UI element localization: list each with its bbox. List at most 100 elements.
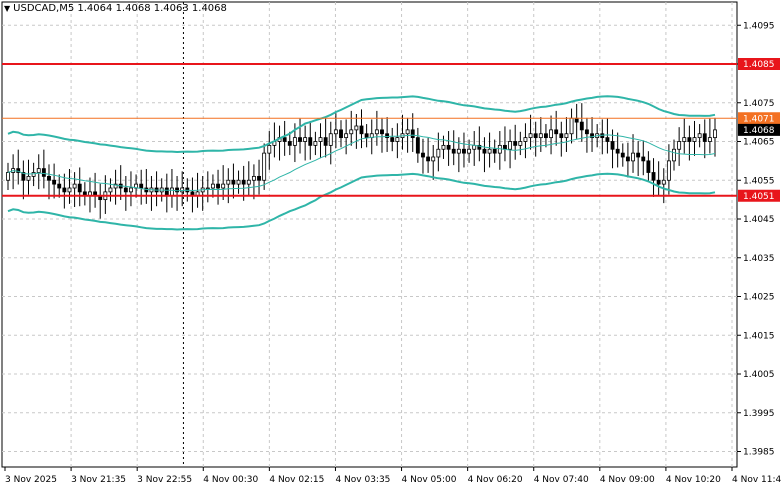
candle-body — [646, 160, 651, 173]
x-tick-label: 3 Nov 2025 — [5, 475, 57, 485]
price-tag-label: 1.4071 — [743, 114, 775, 124]
candle-body — [344, 133, 349, 139]
candle-body — [672, 148, 676, 162]
candle-body — [72, 183, 77, 189]
candle-body — [251, 175, 256, 181]
candle-body — [467, 148, 472, 154]
candle-body — [323, 137, 328, 146]
candle-body — [328, 133, 333, 146]
candle-body — [26, 175, 31, 181]
candle-body — [287, 141, 292, 146]
candle-body — [205, 187, 210, 190]
y-tick-label: 1.4095 — [743, 21, 775, 31]
candle-body — [687, 137, 692, 142]
candle-body — [426, 156, 431, 162]
candle-body — [666, 160, 671, 181]
candle-body — [226, 179, 231, 185]
candle-body — [451, 148, 456, 154]
x-tick-label: 4 Nov 03:35 — [335, 475, 390, 485]
candle-body — [554, 129, 559, 135]
candle-body — [533, 133, 538, 139]
x-tick-label: 3 Nov 22:55 — [137, 475, 192, 485]
candle-body — [359, 125, 364, 135]
candle-body — [67, 187, 72, 193]
x-tick-label: 4 Nov 09:00 — [600, 475, 655, 485]
candle-body — [395, 137, 400, 142]
candle-body — [129, 187, 133, 193]
candle-body — [282, 137, 287, 142]
x-tick-label: 4 Nov 07:40 — [534, 475, 589, 485]
price-tag — [738, 112, 780, 125]
candle-body — [559, 133, 564, 139]
candle-body — [677, 141, 682, 150]
x-tick-label: 4 Nov 05:00 — [402, 475, 457, 485]
candle-body — [431, 156, 436, 162]
candle-body — [175, 187, 180, 193]
candle-body — [472, 144, 477, 150]
candle-body — [651, 172, 656, 181]
candle-body — [682, 137, 687, 142]
x-tick-label: 4 Nov 10:20 — [666, 475, 721, 485]
candle-body — [62, 187, 67, 193]
candle-body — [380, 129, 384, 135]
candle-body — [308, 137, 313, 146]
x-tick-label: 3 Nov 21:35 — [71, 475, 126, 485]
candle-body — [303, 137, 308, 142]
candle-body — [518, 141, 523, 146]
candle-body — [385, 133, 390, 139]
candle-body — [221, 183, 226, 189]
price-tag — [738, 123, 780, 136]
candle-body — [236, 179, 241, 185]
x-tick-label: 4 Nov 00:30 — [203, 475, 258, 485]
candle-body — [216, 183, 220, 189]
candle-body — [625, 156, 630, 162]
candle-body — [441, 144, 446, 150]
x-tick-label: 4 Nov 06:20 — [468, 475, 523, 485]
candle-body — [231, 179, 236, 185]
x-tick-label: 4 Nov 11:40 — [732, 475, 781, 485]
candle-body — [77, 183, 82, 193]
y-tick-label: 1.4025 — [743, 293, 775, 303]
candle-body — [364, 133, 369, 139]
candle-body — [241, 179, 246, 185]
candle-body — [487, 148, 492, 154]
candle-body — [702, 133, 707, 142]
candle-body — [52, 179, 57, 185]
price-tag-label: 1.4051 — [743, 192, 775, 202]
bollinger-middle-band — [7, 134, 716, 192]
y-tick-label: 1.4055 — [743, 176, 775, 186]
candle-body — [246, 179, 251, 185]
candle-body — [697, 133, 702, 139]
candle-body — [456, 148, 461, 154]
candle-body — [508, 141, 513, 150]
candle-body — [482, 148, 487, 154]
triangle-down-icon[interactable]: ▼ — [4, 4, 11, 13]
y-tick-label: 1.3995 — [743, 409, 775, 419]
candle-body — [349, 129, 354, 135]
candle-body — [57, 183, 62, 189]
candle-body — [462, 148, 466, 154]
symbol-header: ▼ USDCAD,M5 1.4064 1.4068 1.4063 1.4068 — [4, 3, 227, 14]
y-tick-label: 1.3985 — [743, 448, 775, 458]
bollinger-lower-band — [7, 172, 716, 231]
candle-body — [610, 141, 615, 150]
candle-body — [170, 187, 174, 197]
y-tick-label: 1.4035 — [743, 254, 775, 264]
candle-body — [543, 133, 548, 139]
candle-body — [503, 144, 507, 150]
candle-body — [538, 133, 543, 139]
candle-body — [47, 175, 51, 181]
candle-body — [31, 172, 36, 177]
candle-body — [405, 129, 410, 135]
y-tick-label: 1.4075 — [743, 99, 775, 109]
candle-body — [313, 141, 318, 146]
candle-body — [528, 133, 533, 139]
candle-body — [262, 152, 267, 181]
candle-body — [123, 187, 128, 193]
candle-body — [564, 133, 569, 139]
candle-body — [446, 144, 451, 150]
price-tag — [738, 58, 780, 70]
candle-body — [318, 137, 323, 142]
